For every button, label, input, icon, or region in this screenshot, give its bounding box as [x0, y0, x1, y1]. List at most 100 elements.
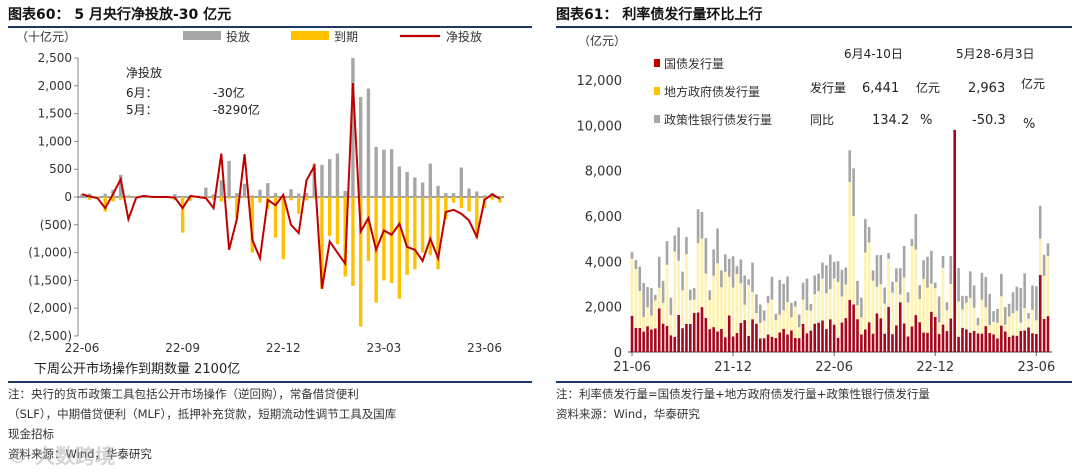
policy-bank-bar — [724, 254, 727, 272]
left-notes-rule — [8, 381, 532, 383]
local-gov-bar — [867, 242, 871, 323]
local-gov-bar — [797, 327, 801, 339]
policy-bank-bar — [965, 295, 968, 303]
treasury-bar — [743, 320, 747, 352]
local-gov-bar — [801, 299, 805, 324]
local-gov-bar — [1000, 296, 1003, 326]
local-gov-bar — [654, 300, 657, 329]
policy-bank-bar — [910, 238, 914, 246]
maturity-bar — [219, 197, 224, 202]
policy-bank-bar — [790, 302, 793, 318]
annotation-june-value: -30亿 — [213, 85, 245, 100]
policy-bank-bar — [1003, 306, 1007, 325]
info-row2-u2: % — [1023, 117, 1035, 132]
treasury-bar — [957, 336, 960, 352]
left-y-tick-label: (500) — [40, 218, 72, 232]
injection-bar — [328, 159, 332, 197]
injection-bar — [297, 193, 301, 197]
watermark: © 大数跨境 — [8, 444, 115, 468]
net-injection-line — [81, 82, 501, 289]
local-gov-bar — [735, 274, 739, 334]
local-gov-bar — [825, 293, 828, 330]
policy-bank-bar — [646, 287, 649, 308]
treasury-bar — [926, 332, 929, 352]
local-gov-bar — [696, 242, 700, 313]
treasury-bar — [860, 334, 863, 352]
treasury-bar — [724, 337, 727, 352]
policy-bank-bar — [1019, 287, 1023, 323]
treasury-bar — [727, 315, 731, 352]
treasury-bar — [747, 335, 750, 352]
policy-bank-bar — [1007, 303, 1011, 317]
local-gov-bar — [762, 320, 766, 339]
local-gov-bar — [832, 278, 836, 325]
right-figure-title: 图表61： 利率债发行量环比上行 — [556, 7, 763, 23]
left-x-tick-label: 23-06 — [467, 341, 502, 355]
local-gov-bar — [926, 287, 929, 333]
policy-bank-bar — [945, 302, 949, 311]
local-gov-bar — [716, 263, 719, 332]
legend-label-injection: 投放 — [226, 29, 250, 44]
local-gov-bar — [821, 278, 824, 321]
treasury-bar — [914, 315, 918, 352]
legend-swatch-local — [654, 87, 660, 95]
local-gov-bar — [875, 286, 879, 314]
policy-bank-bar — [751, 262, 754, 292]
treasury-bar — [805, 333, 809, 352]
maturity-bar — [258, 197, 262, 203]
maturity-bar — [289, 197, 293, 201]
policy-bank-bar — [840, 269, 844, 297]
treasury-bar — [980, 333, 984, 352]
maturity-bar — [475, 197, 479, 238]
maturity-bar — [126, 197, 131, 199]
right-source: 资料来源：Wind，华泰研究 — [556, 407, 700, 421]
injection-bar — [397, 166, 402, 197]
policy-bank-bar — [704, 238, 708, 274]
left-y-tick-label: 500 — [49, 162, 72, 176]
policy-bank-bar — [669, 297, 673, 315]
treasury-bar — [992, 334, 995, 352]
local-gov-bar — [988, 325, 991, 334]
injection-bar — [428, 163, 433, 197]
local-gov-bar — [965, 302, 968, 330]
maturity-bar — [281, 197, 285, 260]
policy-bank-bar — [836, 261, 840, 282]
local-gov-bar — [747, 284, 750, 336]
local-gov-bar — [844, 284, 848, 319]
local-gov-bar — [766, 303, 770, 335]
local-gov-bar — [700, 238, 704, 308]
treasury-bar — [844, 318, 848, 352]
policy-bank-bar — [755, 294, 758, 314]
policy-bank-bar — [661, 280, 665, 303]
treasury-bar — [840, 322, 844, 352]
injection-bar — [126, 195, 131, 197]
treasury-bar — [968, 332, 972, 352]
policy-bank-bar — [813, 275, 817, 295]
policy-bank-bar — [844, 267, 848, 285]
policy-bank-bar — [758, 304, 762, 324]
local-gov-bar — [852, 216, 855, 305]
injection-bar — [180, 195, 185, 197]
local-gov-bar — [755, 313, 758, 324]
treasury-bar — [1007, 336, 1011, 352]
injection-bar — [266, 183, 270, 197]
injection-bar — [335, 153, 340, 197]
treasury-bar — [961, 327, 964, 352]
maturity-bar — [111, 197, 115, 202]
policy-bank-bar — [825, 265, 828, 294]
injection-bar — [258, 189, 262, 197]
treasury-bar — [1019, 330, 1023, 352]
local-gov-bar — [898, 294, 902, 303]
legend-label-local: 地方政府债发行量 — [664, 84, 760, 99]
injection-bar — [250, 195, 254, 197]
maturity-bar — [273, 197, 278, 238]
policy-bank-bar — [1027, 312, 1030, 319]
policy-bank-bar — [1000, 273, 1003, 297]
left-y-tick-label: 0 — [64, 190, 72, 204]
local-gov-bar — [758, 323, 762, 339]
right-y-tick-label: 2,000 — [585, 301, 622, 316]
policy-bank-bar — [634, 260, 638, 270]
treasury-bar — [731, 336, 735, 352]
treasury-bar — [937, 334, 941, 352]
policy-bank-bar — [996, 308, 999, 323]
